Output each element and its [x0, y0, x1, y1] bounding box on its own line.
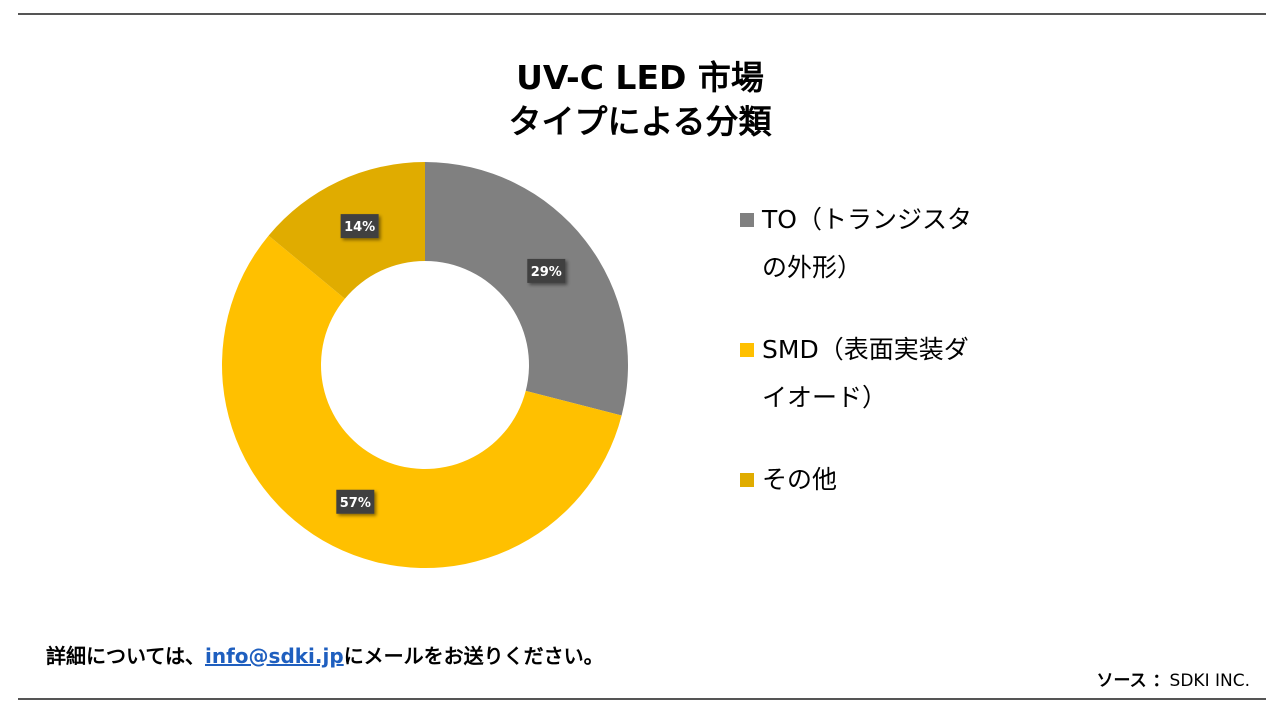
data-label-text-to: 29%: [531, 265, 562, 280]
bottom-rule: [18, 698, 1266, 700]
contact-prefix: 詳細については、: [46, 644, 205, 668]
legend-label-smd-line1: SMD（表面実装ダ: [762, 335, 969, 364]
legend: TO（トランジスタ の外形） SMD（表面実装ダ イオード） その他: [738, 196, 1038, 538]
data-label-box-other: [340, 214, 379, 239]
data-label-text-other: 14%: [344, 220, 375, 235]
top-rule: [18, 13, 1266, 15]
legend-item-to: TO（トランジスタ の外形）: [738, 196, 1038, 292]
donut-slice-smd: [221, 235, 622, 569]
contact-suffix: にメールをお送りください。: [343, 644, 604, 668]
source-label: ソース ：: [1096, 671, 1170, 691]
chart-title: UV-C LED 市場 タイプによる分類: [0, 56, 1280, 144]
chart-title-line2: タイプによる分類: [508, 102, 772, 141]
legend-swatch-other: [740, 473, 754, 487]
legend-swatch-to: [740, 213, 754, 227]
contact-note: 詳細については、info@sdki.jpにメールをお送りください。: [46, 640, 604, 669]
data-label-box-smd: [336, 489, 375, 514]
email-link[interactable]: info@sdki.jp: [205, 644, 344, 668]
legend-item-smd: SMD（表面実装ダ イオード）: [738, 326, 1038, 422]
source-credit: ソース ：SDKI INC.: [1096, 666, 1250, 691]
legend-label-to-line1: TO（トランジスタ: [762, 205, 972, 234]
data-label-text-smd: 57%: [340, 496, 371, 511]
source-value: SDKI INC.: [1169, 671, 1250, 691]
legend-label-other: その他: [762, 465, 838, 494]
data-label-smd: 57%: [336, 489, 375, 514]
donut-slice-to: [425, 162, 628, 416]
data-label-other: 14%: [340, 214, 379, 239]
data-label-to: 29%: [527, 258, 566, 283]
legend-item-other: その他: [738, 456, 1038, 504]
legend-swatch-smd: [740, 343, 754, 357]
chart-title-line1: UV-C LED 市場: [516, 58, 764, 97]
legend-label-smd-line2: イオード）: [762, 383, 888, 412]
data-label-box-to: [527, 258, 566, 283]
legend-label-to-line2: の外形）: [762, 253, 863, 282]
